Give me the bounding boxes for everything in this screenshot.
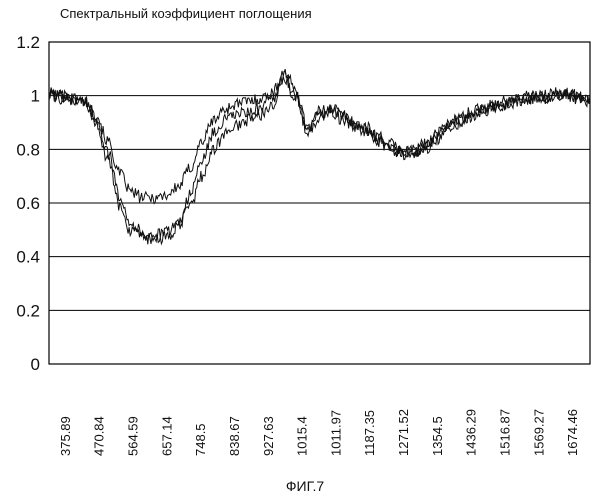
x-tick-label: 748.5 [193,423,208,456]
x-tick-label: 927.63 [261,416,276,456]
x-tick-label: 1011.97 [328,410,343,456]
x-tick-label: 1436.29 [464,409,479,456]
x-tick-label: 1674.46 [565,409,580,456]
x-tick-label: 564.59 [126,416,141,456]
x-tick-label: 1271.52 [396,409,411,456]
y-tick-label: 0 [31,355,40,374]
x-tick-label: 657.14 [159,416,174,456]
x-axis-ticks: 375.89 470.84 564.59 657.14 748.5 838.67 927.6… [58,409,580,456]
x-tick-label: 1516.87 [498,409,513,456]
x-tick-label: 1187.35 [362,410,377,456]
x-tick-label: 838.67 [227,416,242,456]
x-tick-label: 1354.5 [430,416,445,456]
y-axis-ticks: 0 0.2 0.4 0.6 0.8 1 1.2 [16,33,40,374]
y-tick-label: 0.8 [16,140,40,159]
y-tick-label: 1 [31,87,40,106]
y-tick-label: 1.2 [16,33,40,52]
figure-caption: ФИГ.7 [286,478,324,494]
series-line [49,71,590,239]
gridlines [49,96,590,311]
x-tick-label: 1015.4 [295,416,310,456]
y-tick-label: 0.2 [16,301,40,320]
chart-title: Спектральный коэффициент поглощения [60,6,312,21]
series-line [49,69,590,204]
y-tick-label: 0.6 [16,194,40,213]
x-tick-label: 470.84 [92,416,107,456]
x-tick-label: 1569.27 [531,409,546,456]
y-tick-label: 0.4 [16,248,40,267]
x-tick-label: 375.89 [58,416,73,456]
